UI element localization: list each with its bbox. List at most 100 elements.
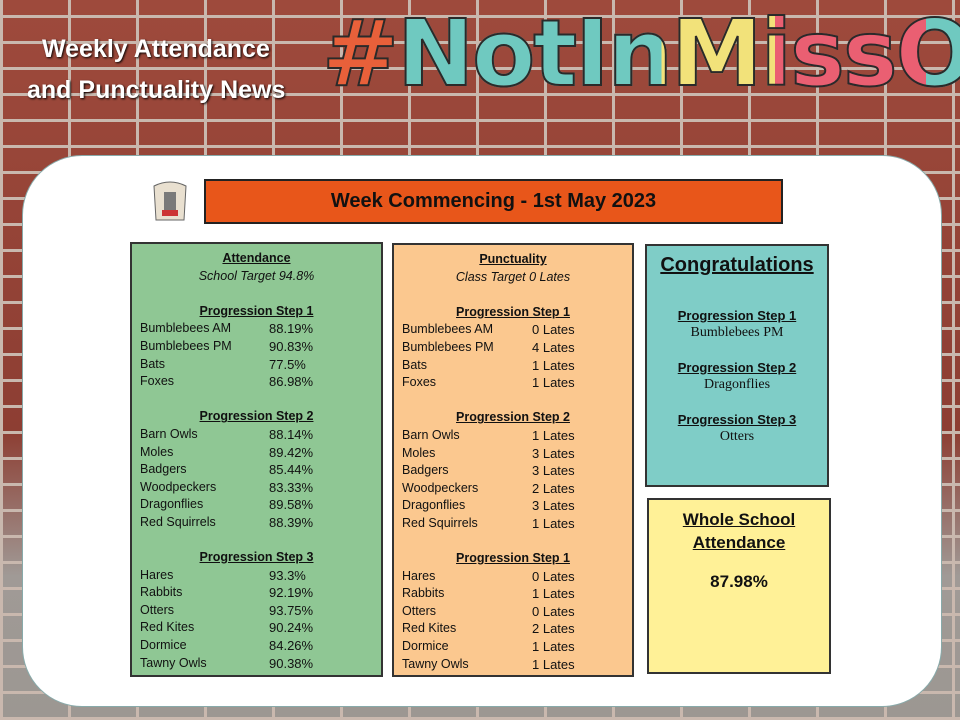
row: Dormice 1 Lates — [402, 638, 624, 656]
class-name: Badgers — [402, 463, 449, 478]
congrats-winner: Bumblebees PM — [690, 325, 784, 340]
row: Woodpeckers 83.33% — [140, 479, 373, 497]
class-name: Bats — [402, 357, 428, 372]
class-name: Bumblebees AM — [402, 322, 494, 337]
row: Red Squirrels 88.39% — [140, 514, 373, 532]
row: Woodpeckers 2 Lates — [402, 480, 624, 498]
congrats-heading: Congratulations — [660, 254, 814, 276]
row: Otters 93.75% — [140, 602, 373, 620]
whole-school-value: 87.98% — [710, 572, 768, 591]
class-value: 90.24% — [269, 620, 314, 636]
row: Hares 0 Lates — [402, 568, 624, 586]
class-value: 90.38% — [269, 655, 314, 671]
class-name: Barn Owls — [402, 427, 460, 442]
row: Barn Owls 1 Lates — [402, 427, 624, 445]
class-value: 2 Lates — [532, 621, 575, 637]
class-name: Otters — [402, 603, 437, 618]
class-name: Red Squirrels — [402, 515, 478, 530]
class-value: 92.19% — [269, 585, 314, 601]
class-value: 0 Lates — [532, 568, 575, 584]
class-name: Tawny Owls — [402, 656, 469, 671]
congratulations-box: Congratulations Progression Step 1 Bumbleb… — [645, 244, 829, 487]
class-value: 1 Lates — [532, 357, 575, 373]
class-name: Dragonflies — [402, 498, 466, 513]
class-name: Dormice — [402, 639, 449, 654]
class-value: 89.58% — [269, 497, 314, 513]
punctuality-box: Punctuality Class Target 0 Lates Progressi… — [392, 243, 634, 677]
class-value: 85.44% — [269, 462, 314, 478]
class-value: 88.39% — [269, 514, 314, 530]
title-line: and Punctuality News — [27, 76, 286, 104]
row: Red Squirrels 1 Lates — [402, 515, 624, 533]
row: Tawny Owls 90.38% — [140, 655, 373, 673]
row: Tawny Owls 1 Lates — [402, 656, 624, 674]
class-value: 1 Lates — [532, 375, 575, 391]
class-name: Dragonflies — [140, 497, 204, 512]
class-value: 90.83% — [269, 338, 314, 354]
class-value: 89.42% — [269, 444, 314, 460]
spacer — [402, 533, 624, 551]
class-name: Foxes — [402, 375, 437, 390]
group-title: Progression Step 2 — [456, 410, 570, 425]
whole-school-heading: Whole School Attendance — [682, 510, 796, 552]
school-logo — [153, 181, 187, 221]
congrats-winner: Otters — [719, 429, 755, 444]
class-name: Red Kites — [402, 621, 457, 636]
box-heading: Punctuality — [479, 252, 547, 266]
class-name: Foxes — [140, 374, 175, 389]
class-value: 4 Lates — [532, 339, 575, 355]
class-value: 3 Lates — [532, 445, 575, 461]
row: Dormice 84.26% — [140, 637, 373, 655]
row: Foxes 1 Lates — [402, 374, 624, 392]
spacer — [140, 391, 373, 409]
row: Bumblebees PM 90.83% — [140, 338, 373, 356]
group-title: Progression Step 1 — [199, 303, 314, 318]
row: Rabbits 1 Lates — [402, 585, 624, 603]
box-target: Class Target 0 Lates — [455, 269, 571, 284]
whole-school-box: Whole School Attendance 87.98% — [647, 498, 831, 674]
row: Red Kites 2 Lates — [402, 620, 624, 638]
class-value: 88.19% — [269, 321, 314, 337]
title-line: Weekly Attendance — [42, 35, 270, 63]
group-title: Progression Step 1 — [456, 304, 570, 319]
class-name: Rabbits — [140, 585, 183, 600]
class-value: 1 Lates — [532, 515, 575, 531]
congrats-step: Progression Step 1 — [677, 308, 797, 323]
row: Red Kites 90.24% — [140, 619, 373, 637]
week-banner: Week Commencing - 1st May 2023 — [204, 179, 783, 224]
class-value: 0 Lates — [532, 322, 575, 338]
hashtag: #NotInMissOut — [321, 0, 960, 108]
congrats-step: Progression Step 3 — [677, 412, 797, 427]
class-name: Woodpeckers — [402, 480, 479, 495]
row: Otters 0 Lates — [402, 603, 624, 621]
row: Rabbits 92.19% — [140, 584, 373, 602]
class-name: Moles — [140, 444, 174, 459]
class-value: 1 Lates — [532, 639, 575, 655]
class-name: Bumblebees PM — [140, 338, 232, 353]
congrats-winner: Dragonflies — [703, 377, 771, 392]
row: Bumblebees AM 88.19% — [140, 320, 373, 338]
spacer — [402, 286, 624, 304]
class-name: Moles — [402, 445, 436, 460]
row: Hares 93.3% — [140, 567, 373, 585]
class-name: Hares — [140, 567, 174, 582]
class-name: Bumblebees PM — [402, 339, 494, 354]
spacer — [402, 392, 624, 410]
box-heading: Attendance — [222, 251, 291, 265]
spacer — [140, 532, 373, 550]
class-value: 1 Lates — [532, 427, 575, 443]
class-name: Bumblebees AM — [140, 321, 232, 336]
class-name: Tawny Owls — [140, 655, 207, 670]
row: Badgers 85.44% — [140, 461, 373, 479]
class-name: Otters — [140, 602, 175, 617]
row: Barn Owls 88.14% — [140, 426, 373, 444]
row: Dragonflies 89.58% — [140, 496, 373, 514]
class-name: Hares — [402, 568, 436, 583]
row: Badgers 3 Lates — [402, 462, 624, 480]
row: Bumblebees AM 0 Lates — [402, 321, 624, 339]
class-value: 86.98% — [269, 374, 314, 390]
class-value: 0 Lates — [532, 603, 575, 619]
group-title: Progression Step 1 — [456, 551, 570, 566]
class-value: 3 Lates — [532, 498, 575, 514]
